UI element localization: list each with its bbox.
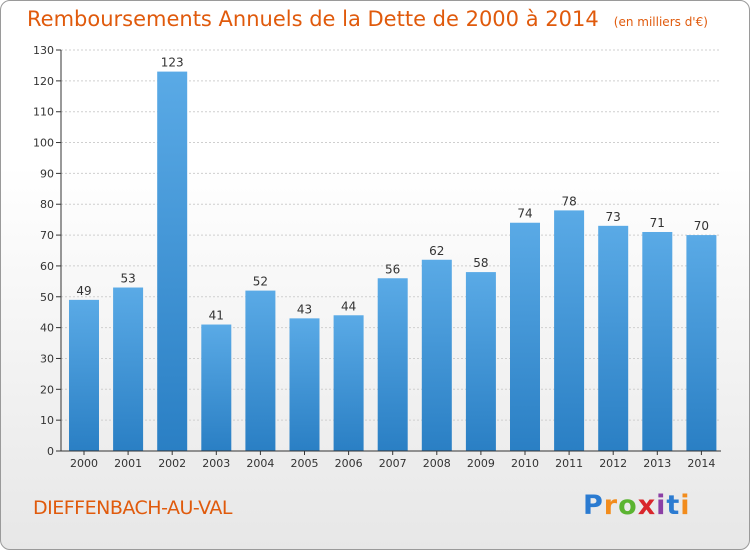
y-tick-label: 60: [40, 260, 54, 273]
y-tick-label: 90: [40, 167, 54, 180]
proxiti-logo[interactable]: Proxiti: [583, 490, 691, 521]
y-tick-label: 50: [40, 291, 54, 304]
data-label-2001: 53: [120, 272, 135, 286]
y-tick-label: 120: [33, 75, 54, 88]
y-tick-label: 100: [33, 137, 54, 150]
data-label-2007: 56: [385, 262, 400, 276]
bar-2001[interactable]: [113, 287, 144, 451]
chart-unit: (en milliers d'€): [613, 15, 708, 29]
bar-2012[interactable]: [598, 225, 629, 451]
x-tick-label: 2005: [291, 457, 319, 470]
data-label-2005: 43: [297, 302, 312, 316]
x-tick-label: 2003: [202, 457, 230, 470]
y-tick-label: 20: [40, 383, 54, 396]
chart-title: Remboursements Annuels de la Dette de 20…: [27, 7, 599, 31]
data-label-2006: 44: [341, 299, 356, 313]
y-tick-label: 80: [40, 198, 54, 211]
bar-2006[interactable]: [333, 315, 364, 451]
x-tick-label: 2004: [246, 457, 274, 470]
bar-2011[interactable]: [554, 210, 585, 451]
bar-chart: 0 10 20 30 40 50 60 70 80 90 100 110 120 130 2000 2001 2…: [33, 44, 721, 470]
x-tick-label: 2006: [335, 457, 363, 470]
x-tick-label: 2012: [599, 457, 627, 470]
bar-2007[interactable]: [377, 278, 408, 451]
x-tick-label: 2014: [687, 457, 715, 470]
data-label-2012: 73: [606, 210, 621, 224]
x-tick-label: 2002: [158, 457, 186, 470]
x-tick-label: 2010: [511, 457, 539, 470]
chart-header: Remboursements Annuels de la Dette de 20…: [27, 7, 708, 31]
x-tick-label: 2011: [555, 457, 583, 470]
y-tick-label: 130: [33, 44, 54, 57]
data-label-2003: 41: [209, 309, 224, 323]
x-tick-label: 2007: [379, 457, 407, 470]
data-label-2004: 52: [253, 275, 268, 289]
bar-2003[interactable]: [201, 324, 232, 451]
data-label-2009: 58: [473, 256, 488, 270]
bar-2014[interactable]: [686, 235, 717, 451]
commune-name: DIEFFENBACH-AU-VAL: [33, 497, 233, 519]
bar-2000[interactable]: [69, 299, 99, 451]
y-tick-label: 70: [40, 229, 54, 242]
bar-2009[interactable]: [465, 272, 496, 451]
bar-2002[interactable]: [157, 71, 188, 451]
data-label-2011: 78: [561, 194, 576, 208]
x-tick-label: 2013: [643, 457, 671, 470]
x-tick-label: 2000: [70, 457, 98, 470]
x-tick-label: 2009: [467, 457, 495, 470]
data-label-2013: 71: [650, 216, 665, 230]
y-tick-label: 40: [40, 322, 54, 335]
x-tick-label: 2001: [114, 457, 142, 470]
bar-2008[interactable]: [421, 259, 452, 451]
x-tick-label: 2008: [423, 457, 451, 470]
bar-2005[interactable]: [289, 318, 320, 451]
data-labels: 49 53 123 41 52 43 44 56 62 58 74 78 73 71 70: [76, 56, 709, 323]
bar-2010[interactable]: [510, 222, 540, 451]
data-label-2014: 70: [694, 219, 709, 233]
y-tick-label: 110: [33, 106, 54, 119]
data-label-2008: 62: [429, 244, 444, 258]
bars: [69, 71, 717, 451]
axes: 0 10 20 30 40 50 60 70 80 90 100 110 120 130 2000 2001 2…: [33, 44, 721, 470]
data-label-2010: 74: [517, 207, 532, 221]
data-label-2000: 49: [76, 284, 91, 298]
bar-2013[interactable]: [642, 231, 673, 451]
bar-2004[interactable]: [245, 290, 276, 451]
data-label-2002: 123: [161, 56, 184, 70]
y-tick-label: 30: [40, 352, 54, 365]
y-tick-label: 10: [40, 414, 54, 427]
y-tick-label: 0: [47, 445, 54, 458]
